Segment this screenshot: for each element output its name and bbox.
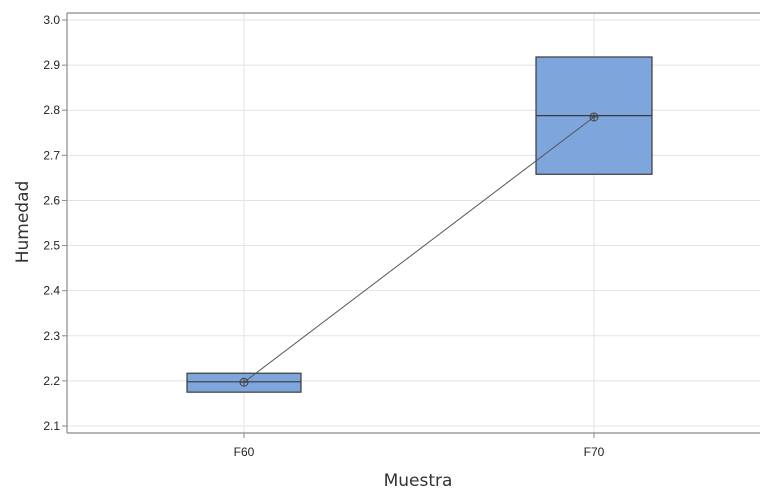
plot-frame (66, 12, 760, 434)
y-tick-label: 2.8 (43, 103, 60, 117)
boxes (186, 56, 653, 393)
y-tick-label: 2.1 (43, 419, 60, 433)
y-tick-label: 3.0 (43, 13, 60, 27)
grid-lines (67, 13, 760, 433)
y-axis-title: Humedad (13, 181, 33, 264)
mean-connect-line (243, 116, 595, 383)
y-axis: 2.1 2.2 2.3 2.4 2.5 2.6 2.7 2.8 2.9 3.0 (43, 13, 67, 433)
x-tick-label: F60 (234, 445, 255, 459)
y-tick-label: 2.2 (43, 374, 60, 388)
x-tick-label: F70 (584, 445, 605, 459)
mean-marker (589, 112, 599, 122)
x-axis: F60 F70 (234, 433, 605, 459)
y-tick-label: 2.9 (43, 58, 60, 72)
x-axis-title: Muestra (384, 471, 453, 489)
y-tick-label: 2.6 (43, 193, 60, 207)
mean-marker (239, 377, 249, 387)
y-tick-label: 2.4 (43, 284, 60, 298)
mean-connect-line-group (239, 112, 599, 387)
y-tick-label: 2.5 (43, 239, 60, 253)
y-tick-label: 2.3 (43, 329, 60, 343)
y-tick-label: 2.7 (43, 148, 60, 162)
